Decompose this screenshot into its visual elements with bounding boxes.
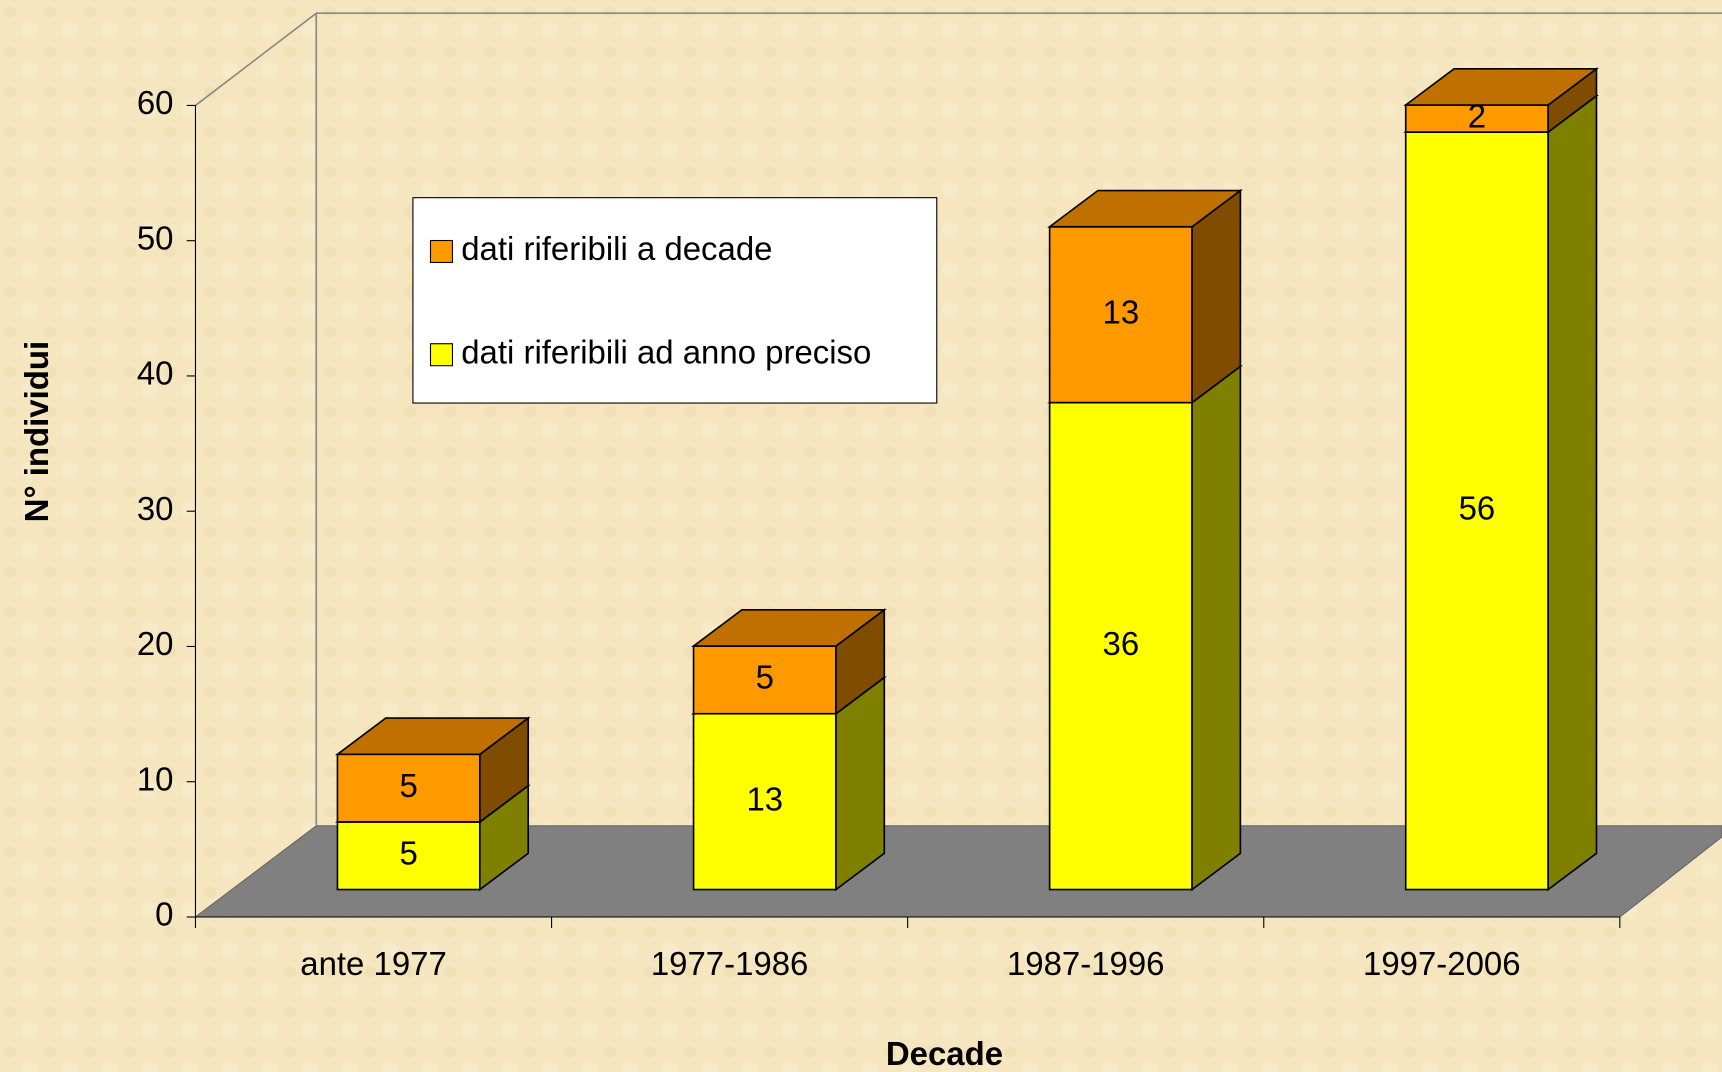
data-label: 13 [1103, 293, 1140, 330]
data-label: 5 [400, 834, 418, 871]
bar-segment [1048, 225, 1193, 404]
bar-side [1547, 94, 1598, 892]
y-tick-label: 0 [155, 896, 173, 933]
data-label: 2 [1468, 97, 1486, 134]
y-tick-label: 20 [137, 625, 174, 662]
bar-segment [336, 821, 481, 891]
x-tick-label: 1987-1996 [1007, 945, 1165, 982]
data-label: 5 [756, 659, 774, 696]
x-tick-label: 1977-1986 [651, 945, 809, 982]
legend [412, 197, 938, 404]
y-tick-label: 50 [137, 219, 174, 256]
bar-top [691, 609, 887, 647]
plot: Decade N° individui 0 10 20 30 40 50 60 ante 19… [18, 12, 1722, 1072]
y-tick-label: 10 [137, 760, 174, 797]
bar-top [1047, 189, 1243, 228]
x-tick-label: 1997-2006 [1363, 945, 1521, 982]
x-tick-label: ante 1977 [300, 945, 447, 982]
bar-side [1191, 364, 1242, 892]
data-label: 13 [746, 780, 783, 817]
bar-segment [1404, 104, 1549, 133]
bar-segment [692, 645, 837, 715]
bar-top [334, 717, 531, 756]
data-label: 5 [400, 767, 418, 804]
y-tick-label: 30 [137, 490, 174, 527]
legend-swatch [429, 239, 454, 264]
legend-label: dati riferibili a decade [461, 230, 772, 267]
data-label: 36 [1103, 625, 1140, 662]
data-label: 56 [1459, 490, 1496, 527]
legend-swatch [429, 343, 454, 367]
y-axis-label: N° individui [18, 341, 55, 523]
legend-label: dati riferibili ad anno preciso [461, 333, 871, 370]
bar-segment [1404, 131, 1549, 891]
y-tick-label: 60 [137, 84, 174, 121]
bar-segment [692, 712, 837, 891]
bar-top [1403, 67, 1599, 106]
x-axis-label: Decade [886, 1035, 1003, 1072]
y-tick-label: 40 [137, 355, 174, 392]
bar-segment [1048, 401, 1193, 891]
